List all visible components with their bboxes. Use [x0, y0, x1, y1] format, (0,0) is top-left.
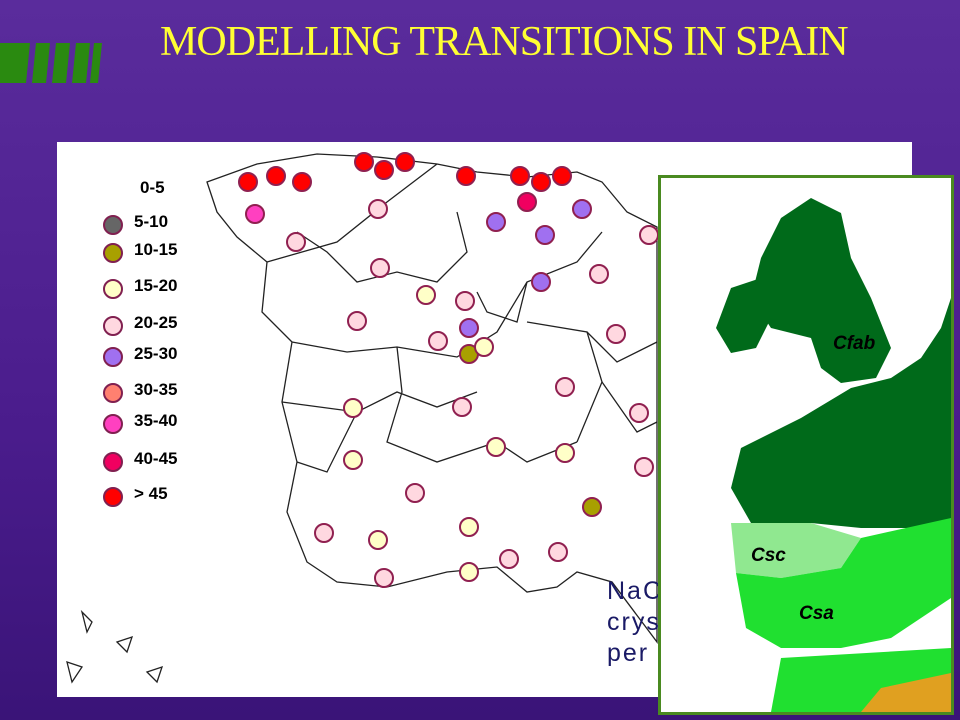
site-marker: [517, 192, 537, 212]
legend-swatch: [103, 316, 123, 336]
site-marker: [531, 172, 551, 192]
site-marker: [459, 318, 479, 338]
site-marker: [266, 166, 286, 186]
legend-swatch: [103, 383, 123, 403]
site-marker: [395, 152, 415, 172]
inset-label: Cfab: [833, 333, 876, 354]
site-marker: [474, 337, 494, 357]
legend-swatch: [103, 279, 123, 299]
site-marker: [459, 517, 479, 537]
site-marker: [370, 258, 390, 278]
caption-line: crys: [607, 608, 661, 636]
slide-title: MODELLING TRANSITIONS IN SPAIN: [160, 19, 849, 65]
legend-label: 10-15: [134, 240, 178, 259]
legend-label: 0-5: [140, 178, 165, 197]
legend-swatch: [103, 414, 123, 434]
site-marker: [555, 443, 575, 463]
site-marker: [634, 457, 654, 477]
spain-map: [66, 152, 659, 684]
site-marker: [292, 172, 312, 192]
inset-map: [716, 198, 951, 712]
site-marker: [555, 377, 575, 397]
caption-line: NaC: [607, 577, 664, 605]
inset-label: Csa: [799, 603, 834, 624]
climate-inset: Cfab Csc Csa: [658, 175, 954, 715]
legend-swatch: [103, 347, 123, 367]
site-marker: [368, 199, 388, 219]
site-marker: [347, 311, 367, 331]
site-marker: [368, 530, 388, 550]
site-marker: [606, 324, 626, 344]
legend-swatch: [103, 487, 123, 507]
site-marker: [238, 172, 258, 192]
site-marker: [374, 160, 394, 180]
site-marker: [486, 437, 506, 457]
logo: [0, 43, 102, 83]
site-marker: [459, 562, 479, 582]
legend-swatch: [103, 215, 123, 235]
site-marker: [416, 285, 436, 305]
site-marker: [629, 403, 649, 423]
site-marker: [486, 212, 506, 232]
site-marker: [510, 166, 530, 186]
site-marker: [374, 568, 394, 588]
legend-label: 5-10: [134, 212, 169, 231]
site-marker: [589, 264, 609, 284]
legend-label: 30-35: [134, 380, 178, 399]
site-marker: [314, 523, 334, 543]
legend-label: > 45: [134, 484, 168, 503]
site-marker: [428, 331, 448, 351]
site-marker: [572, 199, 592, 219]
inset-label: Csc: [751, 545, 786, 566]
legend-label: 40-45: [134, 449, 178, 468]
legend-label: 20-25: [134, 313, 178, 332]
legend-label: 15-20: [134, 276, 178, 295]
site-marker: [405, 483, 425, 503]
site-marker: [245, 204, 265, 224]
site-marker: [639, 225, 659, 245]
legend-swatch: [103, 452, 123, 472]
site-marker: [354, 152, 374, 172]
site-marker: [452, 397, 472, 417]
site-marker: [456, 166, 476, 186]
legend-label: 25-30: [134, 344, 178, 363]
site-marker: [548, 542, 568, 562]
site-marker: [286, 232, 306, 252]
site-marker: [552, 166, 572, 186]
legend-label: 35-40: [134, 411, 178, 430]
site-marker: [535, 225, 555, 245]
site-marker: [499, 549, 519, 569]
site-marker: [582, 497, 602, 517]
site-marker: [343, 450, 363, 470]
site-marker: [343, 398, 363, 418]
legend-swatch: [103, 243, 123, 263]
caption-line: per: [607, 639, 650, 667]
site-marker: [455, 291, 475, 311]
site-marker: [531, 272, 551, 292]
